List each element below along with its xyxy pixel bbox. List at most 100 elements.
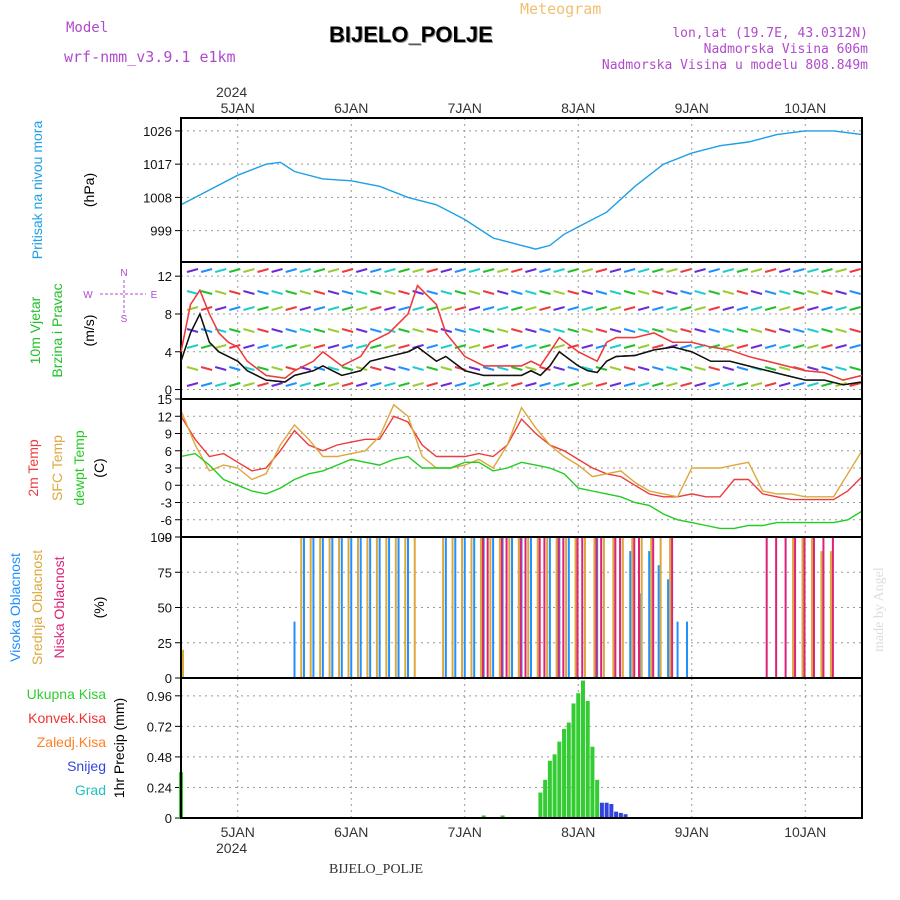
cloud-bar	[369, 537, 372, 678]
y-tick-label: 0.48	[147, 750, 172, 765]
wind-barb	[511, 306, 523, 311]
wind-barb	[243, 328, 255, 333]
wind-barb	[750, 328, 763, 333]
wind-barb	[637, 344, 650, 349]
cloud-bar	[538, 537, 541, 678]
wind-barb	[793, 306, 805, 311]
wind-barb	[200, 268, 213, 273]
precip-legend-item: Zaledj.Kisa	[37, 734, 106, 750]
wind-barb	[835, 268, 847, 273]
x-tick-label-top: 5JAN	[221, 100, 255, 116]
wind-barb	[652, 268, 664, 273]
wind-barb	[821, 344, 833, 349]
wind-barb	[750, 290, 763, 295]
wind-barb	[764, 344, 777, 349]
wind-barb	[764, 382, 777, 387]
cloud-bar	[562, 537, 565, 678]
2m-temp-line	[180, 415, 863, 501]
y-tick-label: 25	[158, 636, 172, 651]
precip-legend-item: Konvek.Kisa	[28, 710, 106, 726]
dewpt-temp-line	[180, 452, 863, 530]
wind-barb	[355, 306, 368, 311]
wind-barb	[370, 328, 382, 333]
wind-barb	[370, 290, 382, 295]
y-tick-label: 999	[150, 224, 172, 239]
wind-barb	[327, 328, 340, 333]
wind-barb	[426, 268, 438, 273]
wind-barb	[229, 268, 241, 273]
wind-barb	[454, 382, 467, 387]
wind-barb	[581, 268, 594, 273]
cloud-bar	[574, 537, 577, 678]
wind-barb	[793, 290, 805, 295]
wind-barb	[623, 268, 636, 273]
wind-barb	[285, 268, 297, 273]
cloud-bar	[548, 537, 551, 678]
wind-barb	[694, 268, 706, 273]
cloud-bar	[686, 621, 689, 678]
wind-barb	[525, 290, 537, 295]
cloud-bar	[581, 537, 584, 678]
wind-barb	[553, 268, 565, 273]
wind-barb	[257, 328, 269, 333]
dir-legend-s: S	[121, 314, 128, 325]
dir-legend-e: E	[151, 290, 158, 301]
cloud-bar	[595, 537, 598, 678]
wind-barb	[468, 306, 481, 311]
wind-barb	[229, 290, 241, 295]
wind-barb	[341, 382, 354, 387]
wind-barb	[666, 290, 678, 295]
wind-barb	[285, 328, 297, 333]
y-tick-label: 75	[158, 565, 172, 580]
y-axis-title: Brzina i Pravac	[49, 283, 65, 377]
wind-barb	[623, 306, 636, 311]
x-tick-label-bottom: 8JAN	[561, 824, 595, 840]
wind-barb	[835, 328, 847, 333]
wind-barb	[750, 382, 763, 387]
precip-legend-item: Snijeg	[67, 758, 106, 774]
wind-barb	[835, 344, 847, 349]
precip-frame	[180, 677, 863, 819]
cloud-bar	[602, 537, 605, 678]
wind-barb	[525, 344, 537, 349]
cloud-bar	[394, 537, 397, 678]
cloud-bar	[470, 537, 473, 678]
wind-barb	[313, 328, 326, 333]
precip-bar	[623, 814, 628, 818]
wind-barb	[623, 382, 636, 387]
wind-barb	[637, 290, 650, 295]
wind-barb	[285, 344, 297, 349]
y-tick-label: 1026	[143, 124, 172, 139]
cloud-bar	[517, 537, 520, 678]
wind-barb	[778, 366, 791, 371]
wind-barb	[496, 328, 509, 333]
wind-barb	[764, 366, 777, 371]
wind-barb	[271, 344, 283, 349]
wind-barb	[553, 344, 565, 349]
y-tick-label: 8	[165, 307, 172, 322]
wind-barb	[581, 344, 594, 349]
cloud-bar	[319, 537, 322, 678]
wind-barb	[736, 366, 749, 371]
wind-barb	[835, 290, 847, 295]
wind-barb	[355, 290, 368, 295]
wind-barb	[652, 328, 664, 333]
cloud-bar	[182, 649, 184, 678]
wind-barb	[229, 306, 241, 311]
wind-barb	[214, 344, 227, 349]
wind-barb	[398, 366, 410, 371]
wind-barb	[257, 366, 269, 371]
wind-barb	[849, 328, 861, 333]
y-axis-title: Srednja Oblacnost	[29, 550, 45, 665]
wind-barb	[271, 268, 283, 273]
meteogram-label: Meteogram	[520, 0, 602, 18]
wind-barb	[482, 306, 495, 311]
wind-barb	[736, 344, 749, 349]
y-axis-title: SFC Temp	[49, 435, 65, 501]
wind-barb	[539, 344, 551, 349]
y-tick-label: 0.24	[147, 780, 172, 795]
cloud-bar	[803, 537, 806, 678]
wind-barb	[384, 306, 396, 311]
wind-barb	[609, 328, 622, 333]
wind-barb	[384, 344, 396, 349]
